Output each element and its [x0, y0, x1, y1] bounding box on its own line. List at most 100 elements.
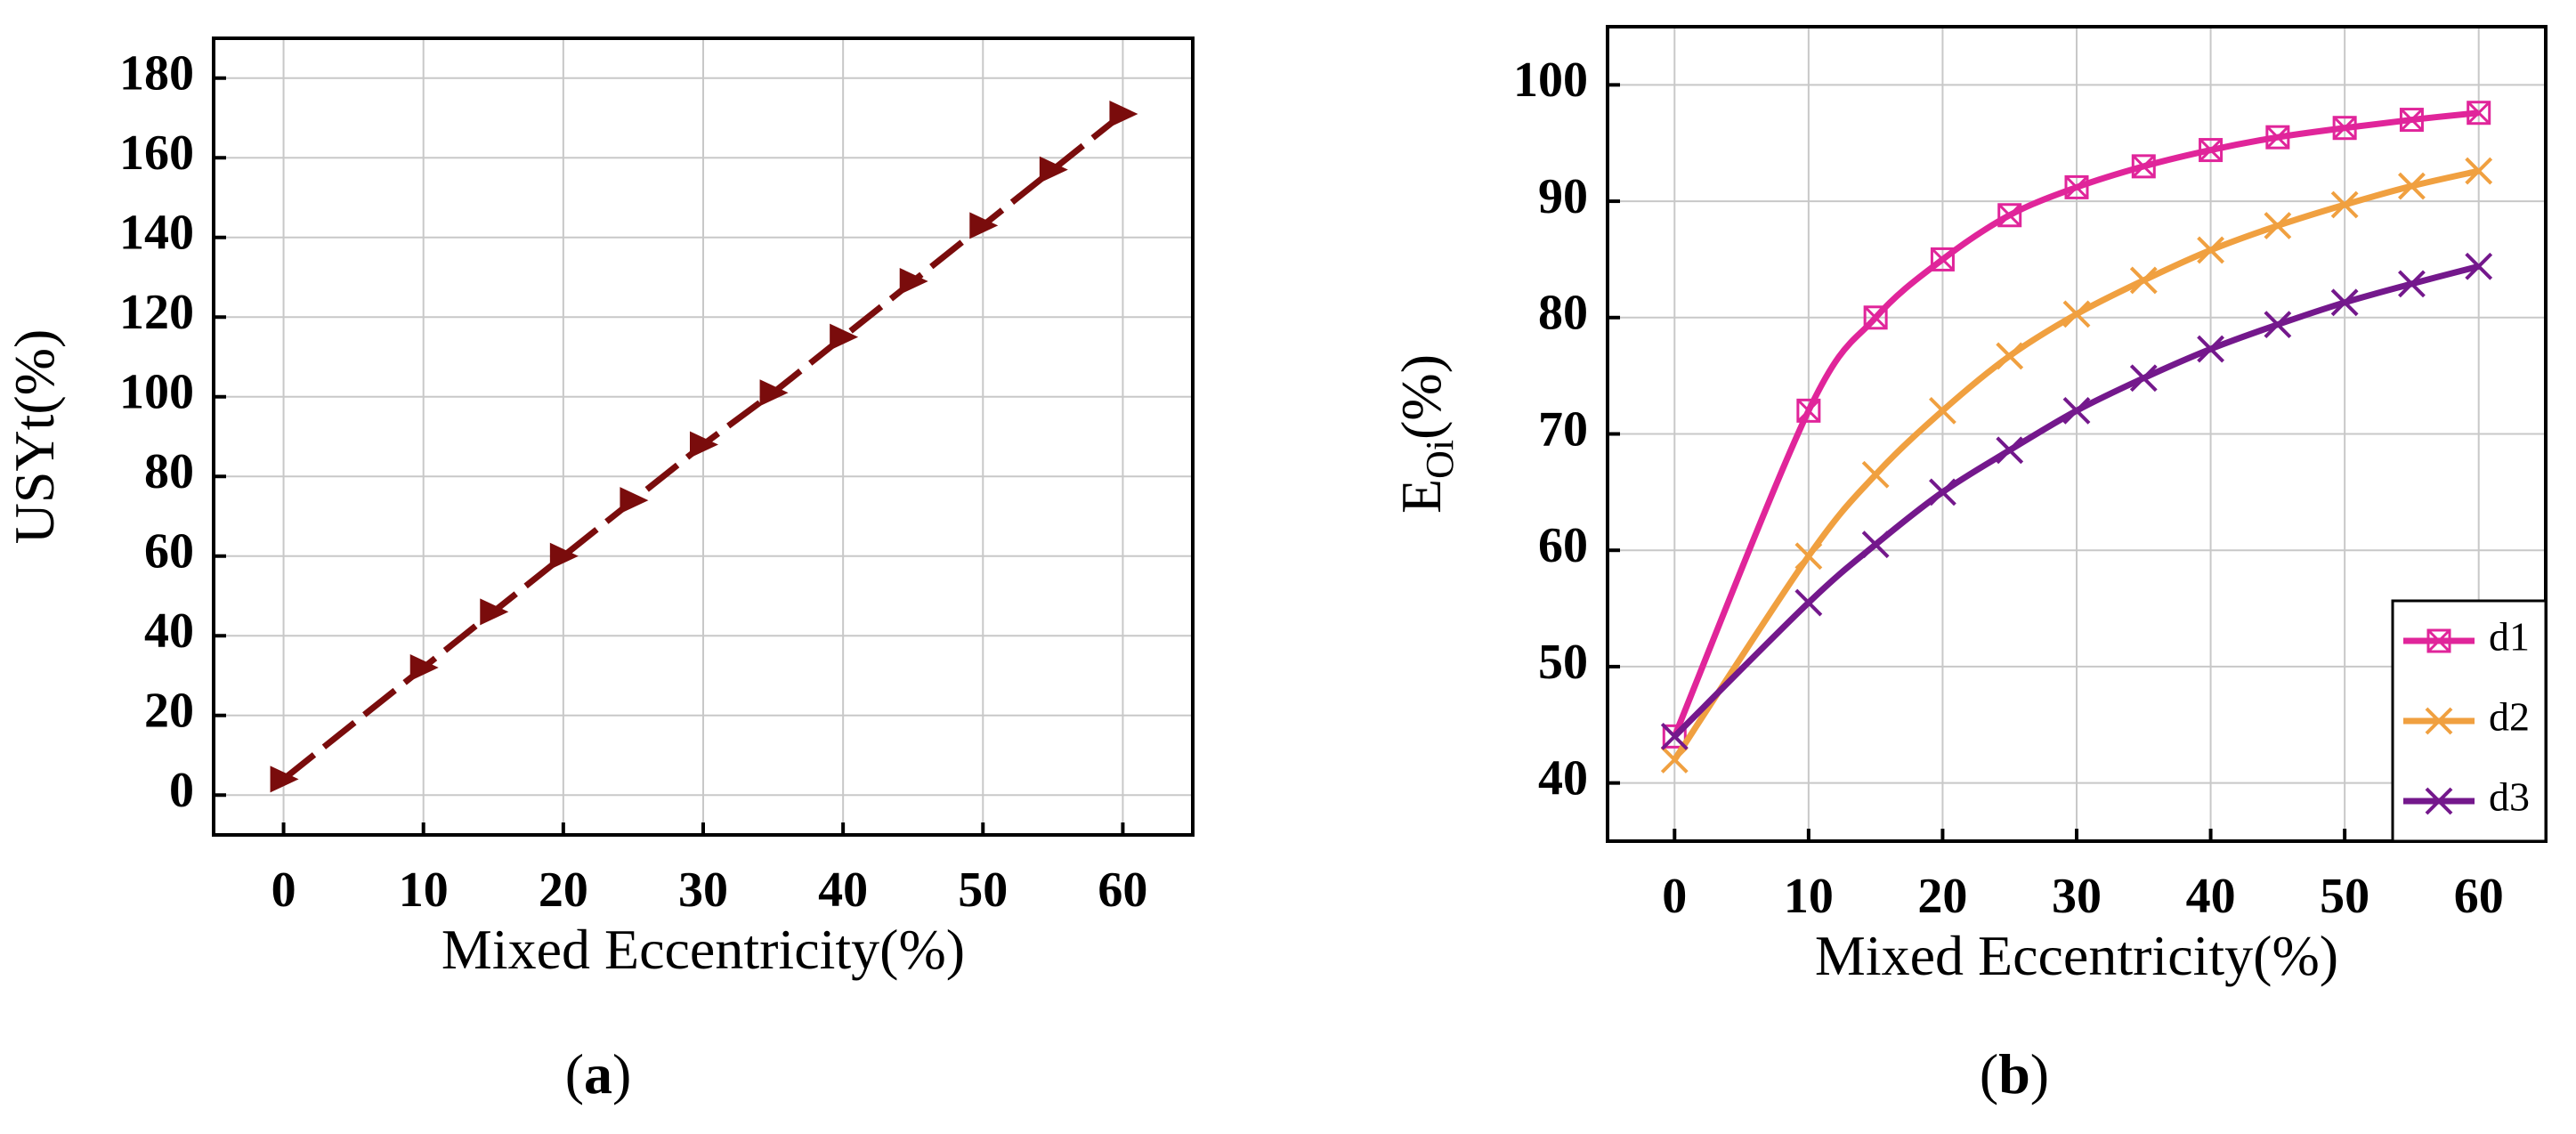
data-point [1996, 342, 2024, 370]
y-tick-label: 180 [119, 46, 194, 101]
marker-box [1662, 724, 1687, 749]
marker-cross [2265, 126, 2289, 150]
data-point [1794, 588, 1823, 617]
y-tick-label: 160 [119, 126, 194, 181]
y-tick-label: 100 [119, 365, 194, 420]
x-axis-title: Mixed Eccentricity(%) [441, 918, 965, 981]
data-point [2426, 628, 2451, 653]
data-point [2330, 190, 2359, 219]
data-point [2197, 335, 2224, 363]
data-point [1930, 247, 1955, 271]
y-axis-title-subscript: Oi [1418, 440, 1462, 479]
series-line [281, 111, 1125, 782]
y-axis-title: USYt(%) [3, 329, 66, 545]
legend-entry-d3: d3 [2403, 774, 2530, 820]
x-tick-label: 10 [1784, 869, 1834, 924]
panel-label-open-paren: ( [1980, 1042, 1998, 1106]
data-point [549, 542, 579, 570]
y-tick-label: 20 [144, 684, 194, 739]
panel-label: (a) [565, 1042, 632, 1106]
data-point [1796, 398, 1821, 423]
marker-box [1997, 203, 2022, 228]
y-tick-label: 100 [1513, 53, 1588, 108]
data-point [2199, 138, 2224, 163]
data-point [2330, 288, 2359, 317]
panel-label-close-paren: ) [2030, 1042, 2049, 1106]
data-point [1109, 101, 1138, 128]
y-tick-label: 60 [144, 524, 194, 579]
data-point [480, 598, 509, 626]
x-axis-title: Mixed Eccentricity(%) [1815, 924, 2338, 987]
y-tick-label: 80 [1538, 286, 1588, 341]
panel-label-open-paren: ( [565, 1042, 584, 1106]
marker-box [2426, 628, 2451, 653]
y-tick-label: 60 [1538, 518, 1588, 573]
chart-panel-a: 0 10 20 30 40 50 60 0 20 40 60 80 100 120 140 160 180 Mix… [3, 36, 1195, 1106]
data-point [2398, 270, 2426, 298]
panel-label: (b) [1980, 1042, 2049, 1106]
y-tick-label: 80 [144, 444, 194, 499]
marker-cross [2132, 154, 2156, 178]
data-point [759, 379, 789, 407]
data-point [1660, 722, 1689, 750]
data-point [2465, 157, 2493, 185]
marker-box [2399, 108, 2424, 133]
data-point [1929, 396, 1956, 425]
data-point [1863, 305, 1888, 330]
legend: d1 d2 d3 [2391, 599, 2548, 843]
marker-cross [1864, 305, 1888, 329]
data-point [2264, 212, 2292, 239]
x-tick-label: 30 [678, 863, 728, 918]
data-point [1997, 203, 2022, 228]
x-tick-label: 50 [2320, 869, 2369, 924]
data-point [620, 487, 649, 514]
data-point [899, 267, 928, 295]
marker-box [2131, 154, 2156, 179]
marker-box [1930, 247, 1955, 271]
legend-entry-d1: d1 [2403, 614, 2530, 660]
data-point [2425, 787, 2453, 815]
data-point [2064, 174, 2089, 199]
marker-cross [1931, 247, 1955, 271]
marker-cross [2467, 101, 2491, 125]
y-tick-label: 0 [169, 763, 194, 818]
panel-label-letter: a [584, 1042, 612, 1106]
chart-panel-b: 0 10 20 30 40 50 60 40 50 60 70 80 90 100 Mixed Eccent… [1389, 25, 2548, 1106]
marker-box [2064, 174, 2089, 199]
data-point [1861, 531, 1890, 559]
series-d1 [1662, 101, 2491, 749]
panel-label-letter: b [1998, 1042, 2030, 1106]
data-point [1996, 436, 2024, 465]
y-tick-label: 40 [1538, 750, 1588, 806]
data-point [2332, 116, 2357, 141]
marker-cross [1997, 203, 2021, 227]
marker-cross [1796, 399, 1820, 423]
marker-cross [2064, 175, 2089, 199]
x-tick-label: 0 [271, 863, 296, 918]
data-point [690, 431, 718, 458]
y-tick-label: 90 [1538, 169, 1588, 224]
marker-box [2332, 116, 2357, 141]
marker-box [1796, 398, 1821, 423]
y-axis-title-unit: (%) [1389, 354, 1453, 440]
marker-cross [2426, 628, 2451, 653]
legend-label: d1 [2489, 614, 2530, 660]
data-point [2467, 101, 2491, 126]
data-point [2399, 108, 2424, 133]
data-point [2398, 172, 2426, 200]
data-point [2265, 125, 2290, 150]
x-tick-label: 20 [539, 863, 588, 918]
x-tick-label: 20 [1917, 869, 1967, 924]
x-tick-label: 40 [2186, 869, 2236, 924]
marker-box [2265, 125, 2290, 150]
marker-box [2199, 138, 2224, 163]
y-axis-title-main: E [1389, 479, 1453, 514]
x-tick-label: 30 [2052, 869, 2102, 924]
marker-box [2467, 101, 2491, 126]
data-point [830, 323, 859, 351]
y-tick-label: 70 [1538, 401, 1588, 457]
series-d3 [1660, 252, 2493, 750]
data-point [2197, 236, 2224, 264]
panel-label-close-paren: ) [612, 1042, 631, 1106]
